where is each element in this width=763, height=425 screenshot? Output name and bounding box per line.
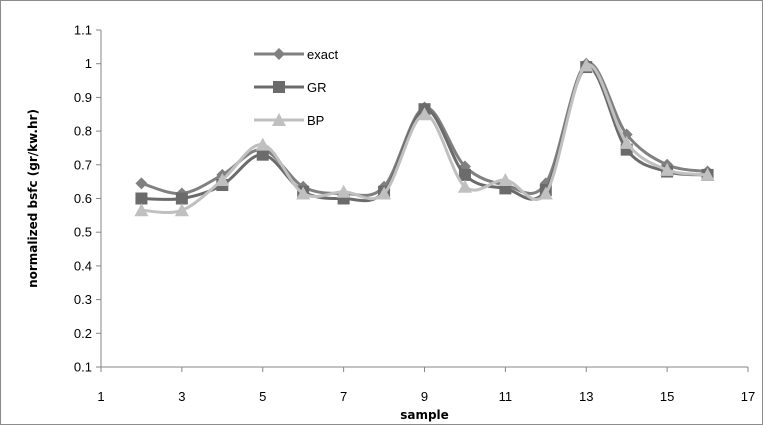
x-tick-label: 5 — [259, 389, 266, 404]
legend-item-exact: exact — [254, 47, 338, 62]
bp-point — [579, 58, 594, 72]
x-tick-label: 17 — [741, 389, 755, 404]
bp-point — [134, 203, 149, 217]
axes: 0.10.20.30.40.50.60.70.80.911.11 3 5 7 9 11 13… — [74, 23, 755, 405]
bp-point — [377, 186, 392, 200]
bp-point — [336, 184, 351, 198]
bp-point — [498, 172, 513, 186]
y-tick-label: 0.2 — [74, 326, 92, 341]
x-axis-title: sample — [400, 408, 449, 422]
legend-marker — [272, 113, 286, 126]
legend-marker — [273, 81, 285, 93]
x-tick-label: 1 — [97, 389, 104, 404]
x-tick-label: 9 — [421, 389, 428, 404]
bp-point — [538, 186, 553, 200]
gr-point — [175, 192, 188, 205]
series-bp — [134, 58, 715, 217]
bp-point — [255, 137, 270, 151]
y-tick-label: 1 — [85, 56, 92, 71]
bp-point — [296, 186, 311, 200]
bp-point — [619, 135, 634, 149]
y-tick-label: 0.4 — [74, 258, 92, 273]
legend-item-gr: GR — [254, 80, 327, 95]
y-axis-title: normalized bsfc (gr/kw.hr) — [26, 109, 40, 288]
x-tick-label: 15 — [660, 389, 674, 404]
legend-label: BP — [307, 113, 324, 128]
bp-point — [660, 162, 675, 176]
x-tick-label: 11 — [499, 389, 513, 404]
legend-label: exact — [307, 47, 338, 62]
legend-marker — [273, 48, 285, 60]
gr-point — [458, 168, 471, 181]
y-tick-label: 0.9 — [74, 90, 92, 105]
y-tick-label: 0.1 — [74, 360, 92, 375]
x-tick-label: 3 — [178, 389, 185, 404]
legend-item-bp: BP — [254, 113, 324, 128]
y-tick-label: 0.8 — [74, 124, 92, 139]
x-tick-label: 13 — [579, 389, 593, 404]
y-tick-label: 0.3 — [74, 292, 92, 307]
gr-point — [135, 192, 148, 205]
bp-point — [215, 172, 230, 186]
legend: exact GR BP — [254, 47, 338, 128]
y-tick-label: 0.5 — [74, 225, 92, 240]
series-line-bp — [141, 63, 708, 215]
bp-point — [174, 203, 189, 217]
exact-point — [135, 177, 148, 190]
legend-label: GR — [307, 80, 327, 95]
y-tick-label: 1.1 — [74, 23, 92, 38]
y-tick-label: 0.6 — [74, 191, 92, 206]
gr-point — [256, 148, 269, 161]
bp-point — [700, 167, 715, 181]
bp-point — [417, 107, 432, 121]
series-layer — [134, 57, 715, 217]
x-tick-label: 7 — [340, 389, 347, 404]
bp-point — [457, 179, 472, 193]
y-tick-label: 0.7 — [74, 157, 92, 172]
series-line-gr — [141, 65, 708, 203]
